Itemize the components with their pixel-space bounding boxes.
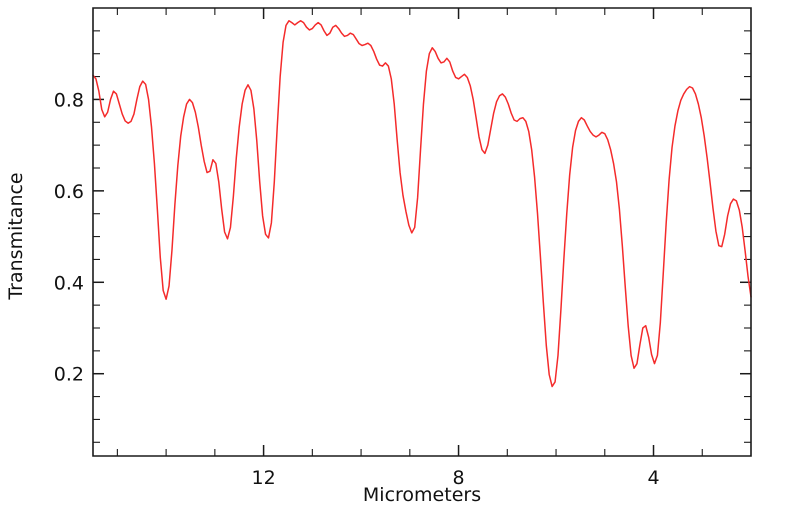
y-axis-tick-labels: 0.2 0.4 0.6 0.8 [54,89,84,385]
plot-axis-frame [92,7,752,457]
x-axis-major-ticks [262,8,655,456]
y-tick-label: 0.2 [54,364,84,386]
y-axis-title: Transmitance [5,172,27,300]
y-tick-label: 0.6 [54,181,84,203]
spectrum-trace [92,20,752,388]
y-tick-label: 0.8 [54,89,84,111]
x-axis-minor-ticks [116,8,703,456]
y-axis-major-ticks [93,98,751,375]
x-tick-label: 12 [251,467,275,489]
x-tick-label: 8 [453,467,465,489]
y-tick-label: 0.4 [54,272,84,294]
y-axis-minor-ticks [93,30,751,443]
x-axis-tick-labels: 12 8 4 [251,467,659,489]
x-axis-title: Micrometers [363,484,481,506]
x-tick-label: 4 [647,467,659,489]
